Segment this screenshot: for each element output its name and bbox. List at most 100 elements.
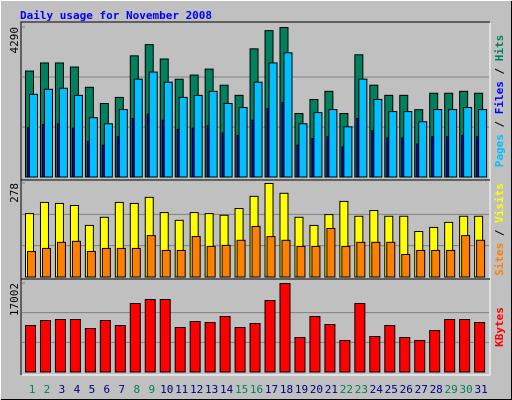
x-tick-label: 22 <box>340 383 353 396</box>
x-tick-label: 5 <box>89 383 96 396</box>
bar <box>418 121 428 178</box>
x-tick-label: 11 <box>175 383 188 396</box>
bar <box>118 109 128 178</box>
bar <box>148 71 158 178</box>
bar <box>174 327 186 373</box>
legend-entry: Sites <box>493 243 506 276</box>
x-tick-label: 20 <box>310 383 323 396</box>
panel-bevel-dark <box>20 278 490 375</box>
bar <box>238 107 248 178</box>
y-tick-label: 4290 <box>8 27 21 54</box>
bar <box>144 299 156 373</box>
bar <box>279 283 291 373</box>
bar <box>281 239 291 278</box>
bar <box>294 337 306 373</box>
bar <box>234 327 246 373</box>
bar <box>129 303 141 373</box>
bar <box>204 322 216 373</box>
bar <box>326 227 336 278</box>
bar <box>56 241 66 278</box>
bar <box>159 299 171 373</box>
bar <box>251 225 261 278</box>
x-tick-label: 24 <box>370 383 384 396</box>
x-tick-label: 3 <box>59 383 66 396</box>
bar <box>463 107 473 178</box>
bar <box>386 241 396 278</box>
bar <box>373 98 383 178</box>
x-tick-label: 2 <box>44 383 51 396</box>
bar <box>478 109 488 178</box>
panel-bevel-dark <box>20 21 490 180</box>
bar <box>58 87 68 178</box>
bar <box>433 109 443 178</box>
bar <box>178 96 188 178</box>
bar <box>416 249 426 278</box>
bar <box>133 78 143 178</box>
bar <box>354 303 366 373</box>
bar <box>343 126 353 178</box>
bar <box>296 245 306 278</box>
bar <box>358 78 368 178</box>
bar <box>101 247 111 278</box>
x-tick-label: 12 <box>190 383 203 396</box>
bar <box>476 239 486 278</box>
bar <box>356 241 366 278</box>
bar <box>163 81 173 178</box>
bar <box>193 94 203 178</box>
x-tick-label: 23 <box>355 383 368 396</box>
bar <box>176 249 186 278</box>
x-tick-label: 16 <box>250 383 263 396</box>
bar <box>414 340 426 373</box>
bar <box>206 245 216 278</box>
bar <box>461 235 471 278</box>
y-tick-label: 17002 <box>8 283 21 316</box>
legend-separator: / <box>493 223 506 243</box>
bar <box>399 337 411 373</box>
bar <box>444 319 456 373</box>
bar <box>236 239 246 278</box>
legend-entry: Hits <box>493 35 506 62</box>
bar <box>311 245 321 278</box>
bar <box>341 245 351 278</box>
legend: KBytes <box>493 307 506 347</box>
x-tick-label: 13 <box>205 383 218 396</box>
x-tick-label: 26 <box>400 383 413 396</box>
bar <box>84 328 96 373</box>
bar <box>266 236 276 278</box>
bar <box>283 52 293 178</box>
bar <box>114 325 126 373</box>
legend: Sites / Visits <box>493 183 506 276</box>
legend-entry: Pages <box>493 134 506 167</box>
x-tick-label: 1 <box>29 383 36 396</box>
x-tick-label: 17 <box>265 383 278 396</box>
legend-separator: / <box>493 61 506 81</box>
bar <box>253 81 263 178</box>
bar <box>268 62 278 178</box>
bar <box>429 330 441 373</box>
bar <box>219 316 231 373</box>
bar <box>371 241 381 278</box>
x-tick-label: 6 <box>104 383 111 396</box>
bar <box>69 319 81 373</box>
bar <box>459 319 471 373</box>
legend-entry: Files <box>493 81 506 114</box>
x-tick-label: 19 <box>295 383 308 396</box>
x-tick-label: 14 <box>220 383 234 396</box>
bar <box>146 235 156 278</box>
x-tick-label: 28 <box>430 383 443 396</box>
bar <box>131 247 141 278</box>
bar <box>388 111 398 178</box>
bar <box>86 250 96 278</box>
bar <box>116 247 126 278</box>
bar <box>401 254 411 278</box>
bar <box>384 325 396 373</box>
x-tick-label: 30 <box>460 383 473 396</box>
bar <box>369 336 381 373</box>
x-tick-label: 10 <box>160 383 173 396</box>
x-tick-label: 4 <box>74 383 81 396</box>
bar <box>103 123 113 178</box>
x-tick-label: 25 <box>385 383 398 396</box>
bar <box>73 94 83 178</box>
